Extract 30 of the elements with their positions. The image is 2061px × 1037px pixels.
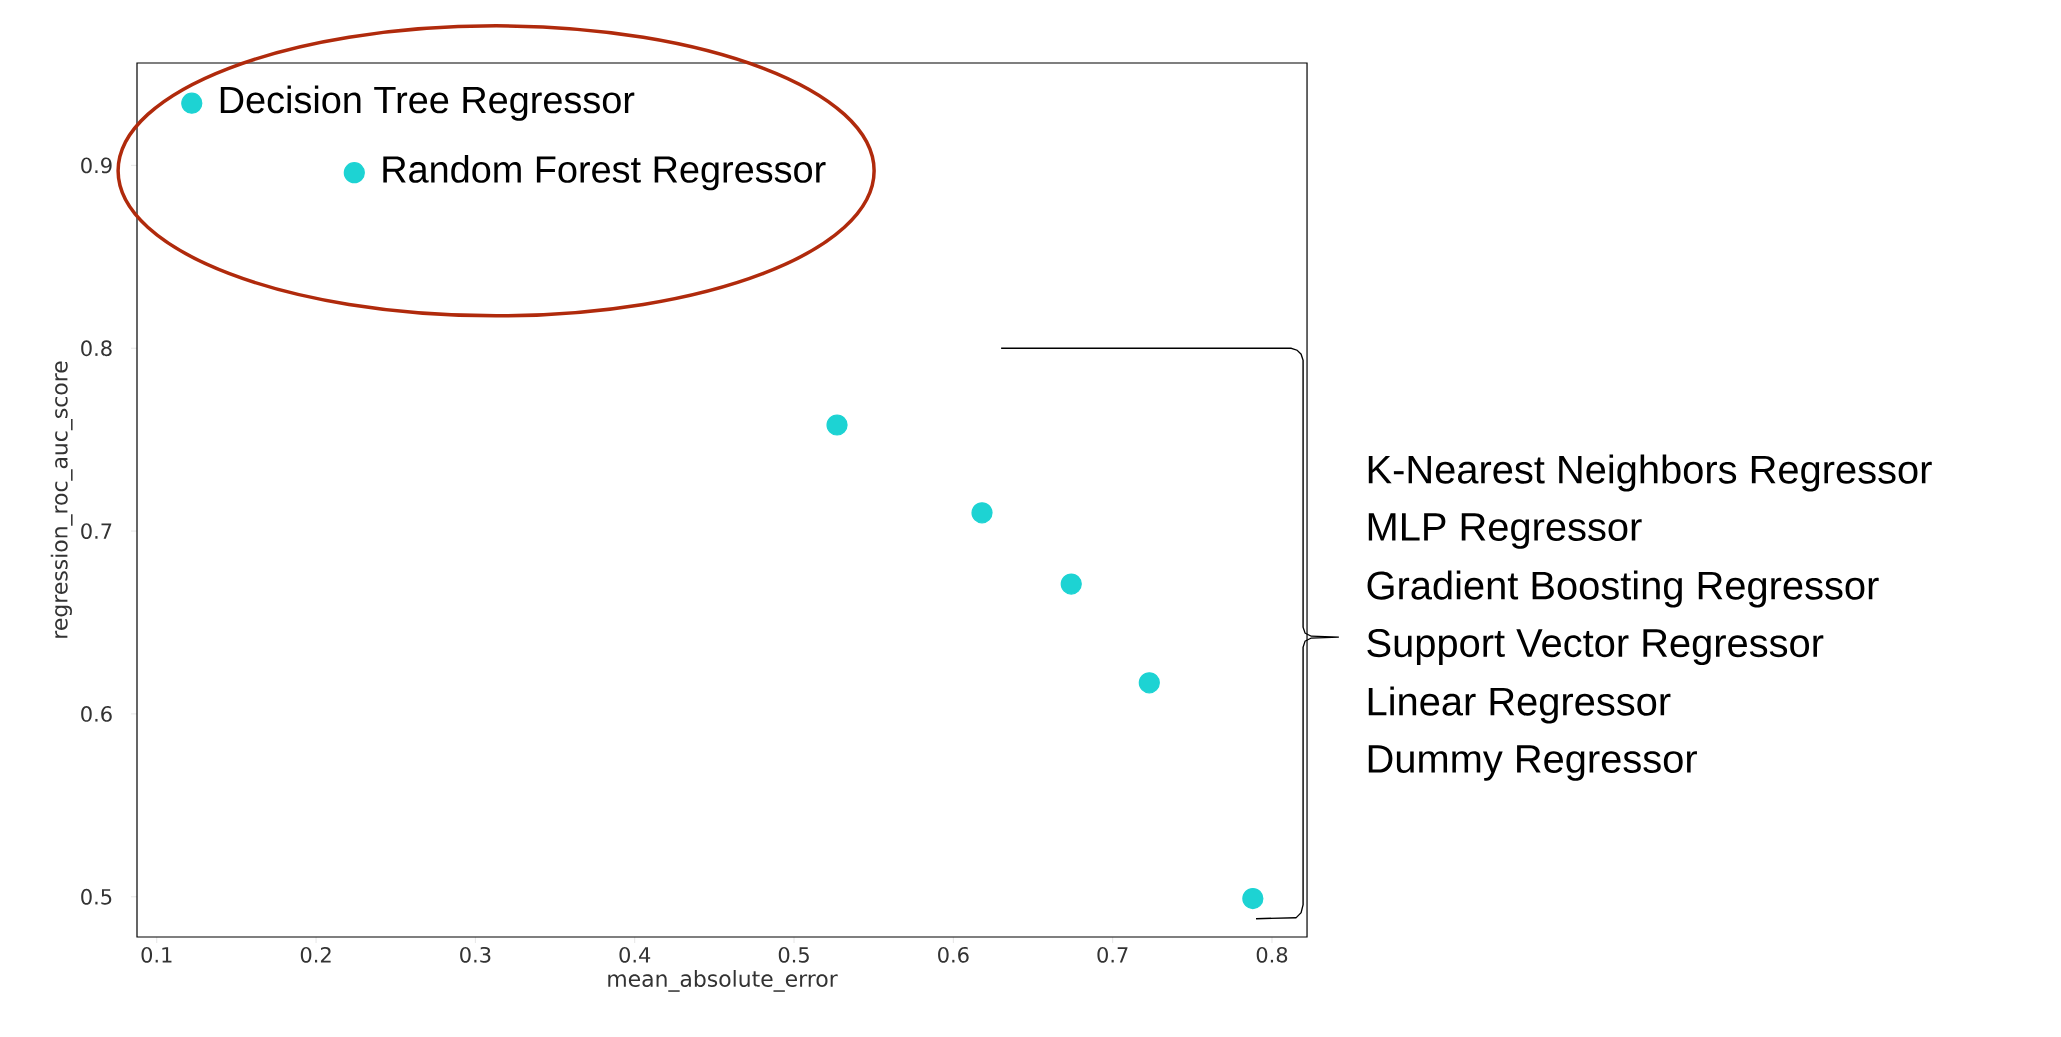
text: Support Vector Regressor	[1367, 628, 1824, 666]
x-axis-title: mean_absolute_error	[608, 969, 838, 992]
annotation: Decision Tree Regressor	[220, 85, 635, 121]
text: K-Nearest Neighbors Regressor	[1368, 454, 1932, 492]
x-tick-label: 0.8	[1256, 946, 1288, 963]
annotation: Random Forest Regressor	[383, 155, 826, 191]
y-tick-label: 0.7	[81, 523, 112, 539]
point	[971, 502, 993, 524]
x-tick-label: 0.3	[460, 946, 491, 963]
y-tick-label: 0.8	[81, 340, 112, 357]
text: Gradient Boosting Regressor	[1367, 570, 1879, 608]
point	[826, 414, 848, 436]
y-axis-title: regression_roc_auc_score	[50, 361, 73, 638]
x-tick-label: 0.4	[619, 946, 651, 963]
text: MLP Regressor	[1368, 513, 1642, 549]
y-tick-label: 0.5	[81, 888, 112, 905]
point	[1242, 888, 1264, 910]
x-tick-label: 0.6	[938, 946, 969, 963]
y-tick-label: 0.6	[81, 706, 112, 722]
x-tick-label: 0.5	[778, 946, 809, 963]
x-tick-label: 0.7	[1097, 946, 1128, 963]
text: Linear Regressor	[1368, 686, 1671, 724]
x-tick-label: 0.2	[300, 946, 331, 963]
y-tick-label: 0.9	[81, 157, 112, 174]
point	[1138, 672, 1160, 694]
text: Dummy Regressor	[1368, 745, 1697, 781]
point	[343, 162, 365, 184]
point	[181, 92, 203, 114]
point	[1060, 573, 1082, 595]
x-tick-label: 0.1	[141, 946, 172, 963]
